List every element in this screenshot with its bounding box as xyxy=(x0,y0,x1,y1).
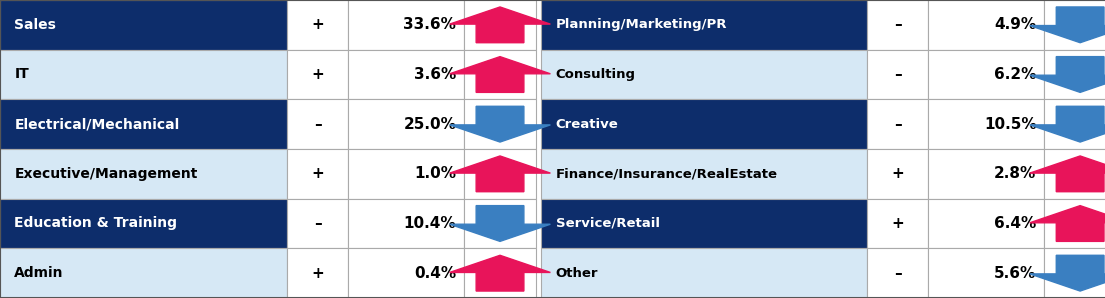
Text: +: + xyxy=(312,17,324,32)
Bar xyxy=(287,248,348,298)
Polygon shape xyxy=(450,57,550,92)
Bar xyxy=(287,199,348,248)
Bar xyxy=(348,99,464,149)
Text: Consulting: Consulting xyxy=(556,68,635,81)
Text: Electrical/Mechanical: Electrical/Mechanical xyxy=(14,117,180,131)
Bar xyxy=(348,50,464,99)
Bar xyxy=(1044,0,1105,50)
Bar xyxy=(867,149,928,199)
Bar xyxy=(928,199,1044,248)
Text: –: – xyxy=(314,216,322,231)
Bar xyxy=(0,99,287,149)
Text: 25.0%: 25.0% xyxy=(403,117,456,132)
Bar xyxy=(348,199,464,248)
Bar xyxy=(928,0,1044,50)
Bar xyxy=(541,199,867,248)
Text: +: + xyxy=(892,166,904,181)
Text: Education & Training: Education & Training xyxy=(14,217,178,230)
Bar xyxy=(541,248,867,298)
Text: Finance/Insurance/RealEstate: Finance/Insurance/RealEstate xyxy=(556,167,778,180)
Polygon shape xyxy=(1030,7,1105,43)
Bar xyxy=(464,0,536,50)
Text: Creative: Creative xyxy=(556,118,619,131)
Polygon shape xyxy=(1030,206,1105,241)
Bar xyxy=(541,99,867,149)
Bar xyxy=(0,0,287,50)
Text: 2.8%: 2.8% xyxy=(994,166,1036,181)
Text: 10.5%: 10.5% xyxy=(983,117,1036,132)
Bar xyxy=(928,50,1044,99)
Polygon shape xyxy=(1030,57,1105,92)
Text: –: – xyxy=(314,117,322,132)
Text: Executive/Management: Executive/Management xyxy=(14,167,198,181)
Bar xyxy=(287,50,348,99)
Bar xyxy=(867,99,928,149)
Bar xyxy=(348,248,464,298)
Polygon shape xyxy=(1030,255,1105,291)
Bar xyxy=(0,50,287,99)
Polygon shape xyxy=(1030,106,1105,142)
Bar xyxy=(287,99,348,149)
Text: 10.4%: 10.4% xyxy=(403,216,456,231)
Text: 6.4%: 6.4% xyxy=(994,216,1036,231)
Bar xyxy=(464,199,536,248)
Bar xyxy=(1044,99,1105,149)
Bar xyxy=(464,50,536,99)
Bar xyxy=(1044,50,1105,99)
Bar xyxy=(464,99,536,149)
Text: 5.6%: 5.6% xyxy=(994,266,1036,281)
Bar xyxy=(0,199,287,248)
Text: +: + xyxy=(312,166,324,181)
Bar xyxy=(867,50,928,99)
Text: Service/Retail: Service/Retail xyxy=(556,217,660,230)
Text: Sales: Sales xyxy=(14,18,56,32)
Bar xyxy=(348,149,464,199)
Polygon shape xyxy=(450,206,550,241)
Polygon shape xyxy=(1030,156,1105,192)
Bar xyxy=(541,149,867,199)
Bar xyxy=(867,199,928,248)
Text: +: + xyxy=(312,266,324,281)
Bar xyxy=(867,0,928,50)
Text: –: – xyxy=(894,266,902,281)
Text: –: – xyxy=(894,67,902,82)
Bar xyxy=(867,248,928,298)
Polygon shape xyxy=(450,106,550,142)
Bar xyxy=(1044,149,1105,199)
Text: Other: Other xyxy=(556,267,598,280)
Text: Admin: Admin xyxy=(14,266,64,280)
Bar xyxy=(928,248,1044,298)
Text: +: + xyxy=(892,216,904,231)
Text: 4.9%: 4.9% xyxy=(994,17,1036,32)
Bar xyxy=(464,248,536,298)
Bar xyxy=(541,0,867,50)
Bar xyxy=(0,149,287,199)
Polygon shape xyxy=(450,156,550,192)
Text: 1.0%: 1.0% xyxy=(414,166,456,181)
Text: –: – xyxy=(894,117,902,132)
Text: 0.4%: 0.4% xyxy=(414,266,456,281)
Bar xyxy=(1044,248,1105,298)
Bar xyxy=(928,99,1044,149)
Text: 3.6%: 3.6% xyxy=(414,67,456,82)
Bar xyxy=(464,149,536,199)
Bar xyxy=(541,50,867,99)
Text: IT: IT xyxy=(14,68,29,81)
Text: Planning/Marketing/PR: Planning/Marketing/PR xyxy=(556,18,727,31)
Bar xyxy=(348,0,464,50)
Bar xyxy=(928,149,1044,199)
Bar xyxy=(287,0,348,50)
Polygon shape xyxy=(450,7,550,43)
Text: 6.2%: 6.2% xyxy=(994,67,1036,82)
Bar xyxy=(1044,199,1105,248)
Bar xyxy=(287,149,348,199)
Text: +: + xyxy=(312,67,324,82)
Text: –: – xyxy=(894,17,902,32)
Bar xyxy=(0,248,287,298)
Text: 33.6%: 33.6% xyxy=(403,17,456,32)
Polygon shape xyxy=(450,255,550,291)
